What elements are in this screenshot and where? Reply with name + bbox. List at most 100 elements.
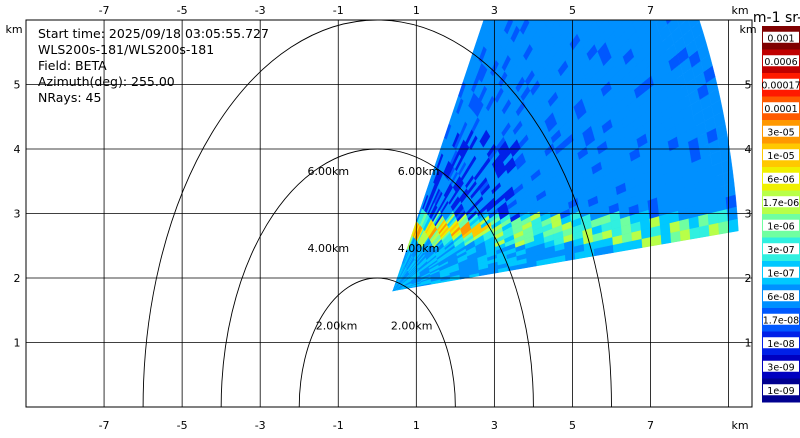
x-tick-label-top: -7: [99, 4, 110, 17]
x-tick-label-bottom: 7: [647, 419, 654, 432]
field-cell: [660, 0, 672, 15]
colorbar-label: 6e-08: [767, 292, 794, 303]
field-cell: [511, 20, 514, 22]
colorbar-label-bg: [763, 266, 799, 278]
start-time-text: Start time: 2025/09/18 03:05:55.727: [38, 26, 269, 41]
field-cell: [545, 20, 557, 32]
field-cell: [699, 224, 710, 238]
field-cell: [528, 0, 538, 5]
colorbar-label: 1e-05: [767, 151, 794, 162]
field-cell: [595, 20, 596, 21]
field-cell: [718, 220, 730, 235]
field-cell: [484, 20, 494, 33]
field-cell: [687, 20, 700, 30]
field-cell: [499, 0, 508, 9]
field-cell: [599, 0, 610, 10]
range-ring-label: 6.00km: [308, 165, 350, 178]
km-unit-label: km: [739, 23, 756, 36]
beta-field: [392, 0, 739, 292]
x-tick-label-bottom: 3: [491, 419, 498, 432]
field-cell: [609, 20, 622, 34]
field-cell: [631, 20, 636, 23]
field-cell: [529, 20, 537, 28]
field-cell: [610, 0, 621, 8]
field-cell: [672, 0, 684, 16]
colorbar-label-bg: [763, 290, 799, 302]
field-cell: [506, 0, 515, 17]
x-tick-label-top: -3: [255, 4, 266, 17]
colorbar-label-bg: [763, 360, 799, 372]
colorbar-label: 0.00017: [761, 80, 800, 91]
field-cell: [680, 0, 692, 8]
field-cell: [516, 20, 525, 31]
nrays-text: NRays: 45: [38, 90, 102, 105]
colorbar-label-bg: [763, 196, 799, 208]
colorbar-label: 0.0006: [764, 57, 797, 68]
plot-frame: [25, 19, 753, 408]
field-cell: [643, 20, 656, 32]
field-cell: [515, 0, 524, 8]
field-cell: [527, 20, 531, 23]
x-tick-label-top: -5: [177, 4, 188, 17]
x-tick-label-top: 7: [647, 4, 654, 17]
field-cell: [556, 20, 564, 26]
field-cell: [582, 20, 587, 24]
field-cell: [503, 20, 514, 35]
colorbar-label-bg: [763, 219, 799, 231]
colorbar-label-bg: [763, 172, 799, 184]
range-ring-label: 2.00km: [391, 320, 433, 333]
y-tick-label-right: 1: [745, 337, 752, 350]
field-cell: [655, 20, 668, 33]
field-cell: [708, 222, 720, 237]
field-cell: [532, 20, 543, 33]
field-cell: [522, 0, 532, 17]
field-cell: [511, 0, 520, 4]
colorbar-label: 1.7e-08: [763, 315, 799, 326]
field-cell: [665, 20, 673, 25]
field-cell: [481, 20, 489, 30]
instrument-text: WLS200s-181/WLS200s-181: [38, 42, 215, 57]
y-tick-label-left: 2: [14, 272, 21, 285]
colorbar-label-bg: [763, 55, 799, 67]
colorbar-label: 1.7e-06: [763, 198, 799, 209]
field-cell: [496, 20, 504, 27]
field-cell: [532, 0, 542, 10]
field-cell: [622, 0, 633, 6]
field-cell: [556, 20, 557, 21]
field-cell: [491, 0, 500, 2]
colorbar-label: 1e-08: [767, 339, 794, 350]
field-cell: [584, 0, 595, 6]
field-cell: [542, 20, 544, 21]
range-ring: [220, 148, 534, 408]
colorbar-label: 6e-06: [767, 174, 794, 185]
field-cell: [536, 0, 546, 15]
field-cell: [519, 0, 529, 13]
x-tick-label-bottom: -7: [99, 419, 110, 432]
colorbar-label: 3e-05: [767, 127, 794, 138]
axes: -7 -7 -5 -5 -3 -3 -1 -1 1 1 3 3 5 5 7 7 1 1 2 2 3 3 4 4 5 5 km km km…: [5, 4, 756, 432]
colorbar-label: 1e-06: [767, 221, 794, 232]
x-tick-label-top: 3: [491, 4, 498, 17]
colorbar-label-bg: [763, 125, 799, 137]
colorbar-label: 1e-07: [767, 268, 794, 279]
field-cell: [559, 20, 571, 32]
colorbar-label: 0.0001: [764, 104, 797, 115]
field-cell: [546, 0, 556, 8]
x-tick-label-top: 1: [413, 4, 420, 17]
x-tick-label-bottom: -3: [255, 419, 266, 432]
field-cell: [625, 0, 636, 14]
y-tick-label-right: 5: [745, 79, 752, 92]
field-cell: [679, 20, 692, 37]
colorbar-label-bg: [763, 313, 799, 325]
range-ring: [298, 277, 456, 408]
colorbar-label-bg: [763, 384, 799, 396]
field-cell: [654, 20, 659, 24]
field-cell: [684, 0, 696, 18]
y-tick-label-left: 3: [14, 208, 21, 221]
field-cell: [587, 20, 600, 38]
field-cell: [607, 20, 615, 26]
field-cell: [549, 20, 561, 38]
y-tick-label-right: 4: [745, 143, 752, 156]
field-cell: [595, 0, 606, 3]
